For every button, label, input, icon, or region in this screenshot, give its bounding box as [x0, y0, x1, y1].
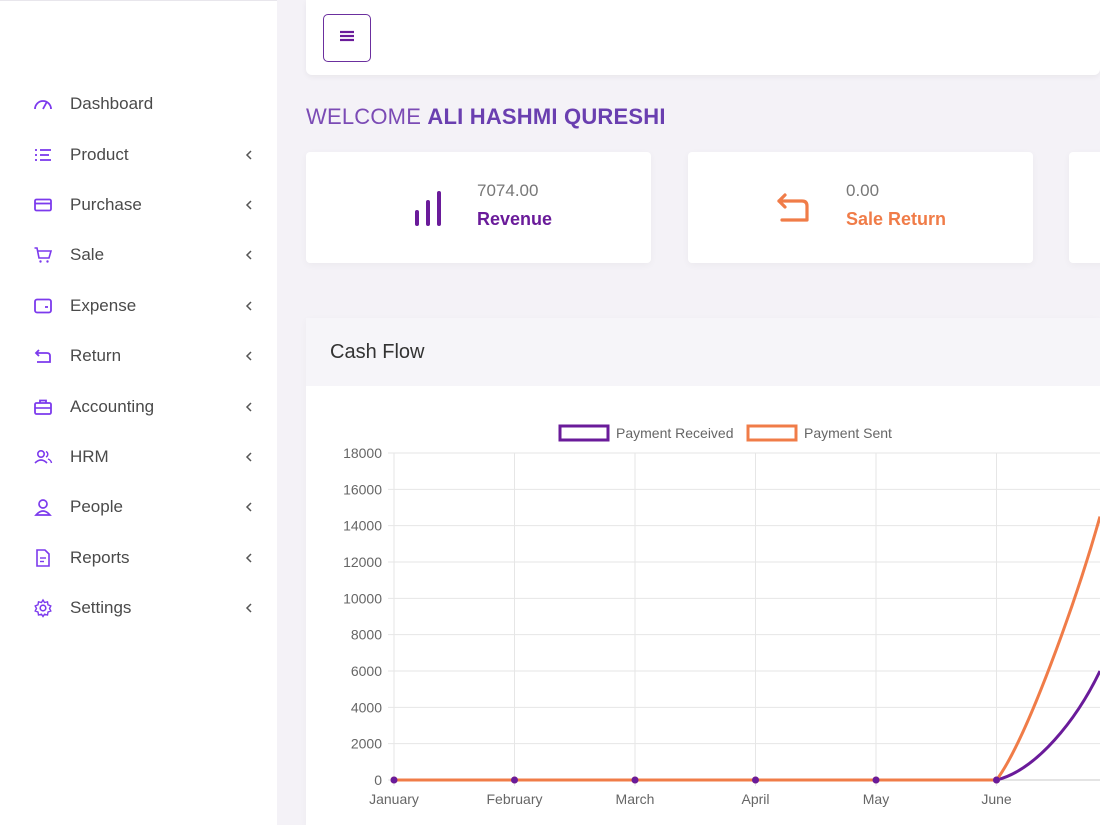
sidebar-item-label: People [70, 497, 123, 517]
document-icon [32, 547, 54, 569]
sidebar-nav: Dashboard Product Purchase Sale [0, 79, 277, 633]
sidebar-item-label: Product [70, 144, 129, 164]
y-tick-label: 2000 [351, 736, 382, 752]
y-tick-label: 0 [374, 772, 382, 788]
chevron-left-icon [243, 350, 255, 362]
welcome-prefix: WELCOME [306, 104, 422, 129]
data-point [752, 776, 759, 784]
top-bar [306, 0, 1100, 75]
series-line [394, 670, 1100, 782]
users-icon [32, 446, 54, 468]
menu-toggle-button[interactable] [323, 14, 371, 62]
sidebar-item-label: Accounting [70, 396, 155, 416]
data-point [390, 776, 398, 784]
x-tick-label: February [486, 791, 542, 807]
cash-flow-title: Cash Flow [330, 340, 425, 363]
sale-return-value: 0.00 [846, 181, 880, 200]
legend-label: Payment Received [616, 425, 734, 441]
data-point [993, 776, 1000, 784]
chevron-left-icon [243, 149, 255, 161]
y-tick-label: 6000 [351, 663, 382, 679]
sidebar-item-product[interactable]: Product [0, 129, 277, 179]
data-point [511, 776, 518, 784]
chevron-left-icon [243, 249, 255, 261]
revenue-label: Revenue [477, 209, 553, 229]
sidebar-item-label: Return [70, 346, 122, 366]
sidebar-item-label: Sale [70, 245, 105, 265]
chevron-left-icon [243, 401, 255, 413]
legend-label: Payment Sent [804, 425, 892, 441]
sidebar-item-label: Reports [70, 547, 130, 567]
chevron-left-icon [243, 501, 255, 513]
sidebar-item-return[interactable]: Return [0, 331, 277, 381]
sidebar-item-label: Settings [70, 598, 132, 618]
briefcase-icon [32, 396, 54, 418]
sidebar-item-sale[interactable]: Sale [0, 230, 277, 280]
sidebar-item-settings[interactable]: Settings [0, 583, 277, 633]
chevron-left-icon [243, 199, 255, 211]
chevron-left-icon [243, 451, 255, 463]
y-tick-label: 12000 [343, 554, 382, 570]
sidebar-item-label: Purchase [70, 194, 142, 214]
bar-chart-icon [410, 188, 450, 228]
x-tick-label: March [616, 791, 655, 807]
sale-return-label: Sale Return [846, 209, 947, 229]
sidebar-item-expense[interactable]: Expense [0, 281, 277, 331]
chevron-left-icon [243, 552, 255, 564]
revenue-value: 7074.00 [477, 181, 539, 200]
x-tick-label: June [981, 791, 1012, 807]
y-tick-label: 14000 [343, 518, 382, 534]
credit-card-icon [32, 194, 54, 216]
legend-swatch [558, 424, 610, 442]
x-tick-label: January [369, 791, 419, 807]
user-icon [32, 496, 54, 518]
chevron-left-icon [243, 602, 255, 614]
sidebar-item-accounting[interactable]: Accounting [0, 381, 277, 431]
wallet-icon [32, 295, 54, 317]
list-icon [32, 144, 54, 166]
revenue-card: 7074.00 Revenue [306, 152, 651, 263]
gauge-icon [32, 93, 54, 115]
sidebar-item-reports[interactable]: Reports [0, 533, 277, 583]
sidebar-item-label: Dashboard [70, 94, 154, 114]
hamburger-icon [339, 29, 355, 48]
cash-flow-chart: 0 2000 4000 6000 8000 10000 12000 14000 16000 180… [343, 424, 1100, 807]
y-tick-label: 16000 [343, 481, 382, 497]
y-tick-label: 4000 [351, 699, 382, 715]
sidebar-item-dashboard[interactable]: Dashboard [0, 79, 277, 129]
sidebar-item-people[interactable]: People [0, 482, 277, 532]
cart-icon [32, 244, 54, 266]
sale-return-card: 0.00 Sale Return [688, 152, 1033, 263]
data-point [631, 776, 639, 784]
data-point [872, 776, 880, 784]
legend-swatch [746, 424, 798, 442]
return-arrow-icon [32, 345, 54, 367]
cash-flow-panel: Cash Flow 0 2000 4000 6000 8000 10000 12000 140… [306, 318, 1100, 825]
return-arrow-icon [776, 192, 816, 232]
gear-icon [32, 597, 54, 619]
series-line [394, 516, 1100, 782]
stat-card-partial [1069, 152, 1100, 263]
welcome-heading: WELCOME ALI HASHMI QURESHI [306, 104, 666, 130]
sidebar-item-purchase[interactable]: Purchase [0, 180, 277, 230]
x-tick-label: May [863, 791, 889, 807]
y-tick-label: 8000 [351, 627, 382, 643]
user-name: ALI HASHMI QURESHI [427, 104, 666, 129]
sidebar-item-hrm[interactable]: HRM [0, 432, 277, 482]
y-tick-label: 10000 [343, 590, 382, 606]
cash-flow-header: Cash Flow [306, 318, 1100, 386]
sidebar-item-label: Expense [70, 295, 137, 315]
sidebar: Dashboard Product Purchase Sale [0, 0, 277, 825]
y-tick-label: 18000 [343, 445, 382, 461]
sidebar-item-label: HRM [70, 446, 109, 466]
x-tick-label: April [741, 791, 769, 807]
chevron-left-icon [243, 300, 255, 312]
